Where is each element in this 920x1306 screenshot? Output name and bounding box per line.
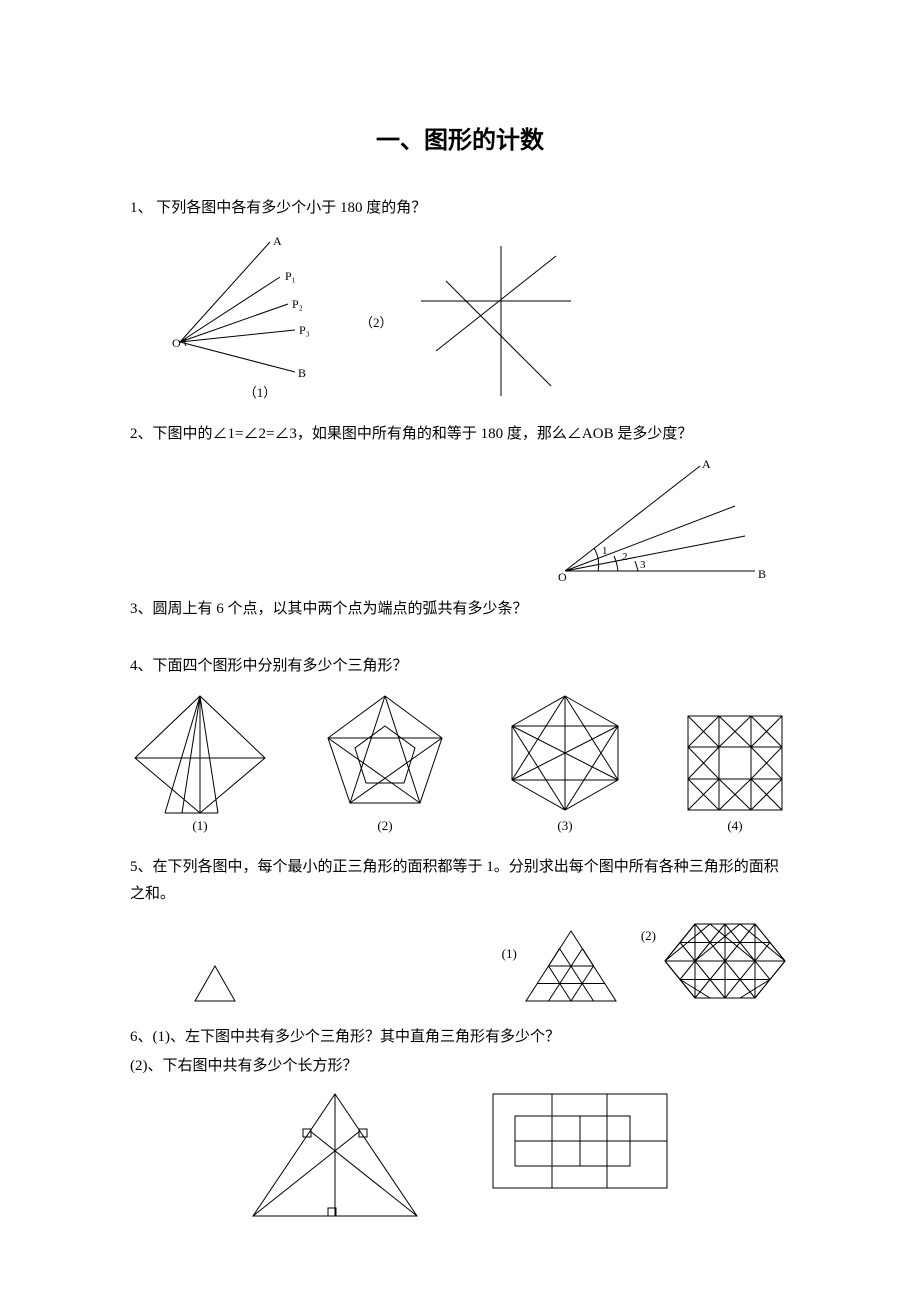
q4-fig2: (2) xyxy=(320,688,450,834)
q1-fig1: O A P₁ P₂ P₃ B （1） xyxy=(160,232,320,401)
q4-cap2: (2) xyxy=(320,818,450,834)
q4-fig1: (1) xyxy=(130,688,270,834)
q4-fig3: (3) xyxy=(500,688,630,834)
q1-figures: O A P₁ P₂ P₃ B （1） （2） xyxy=(160,232,790,401)
q5-cap2: (2) xyxy=(641,928,656,944)
q2-l2: 2 xyxy=(622,551,628,563)
q5-cap1: (1) xyxy=(502,946,517,962)
page-title: 一、图形的计数 xyxy=(130,120,790,155)
q2-O: O xyxy=(558,570,567,584)
q6-figures xyxy=(130,1086,790,1226)
q4-cap3: (3) xyxy=(500,818,630,834)
q2-A: A xyxy=(702,457,711,471)
q2-l3: 3 xyxy=(640,559,646,571)
q6-line2: (2)、下右图中共有多少个长方形？ xyxy=(130,1053,790,1080)
q2-figure: O A B 1 2 3 xyxy=(130,456,770,586)
q1-P3: P₃ xyxy=(299,323,310,337)
q1-text: 1、 下列各图中各有多少个小于 180 度的角？ xyxy=(130,195,790,222)
q5-fig2: (2) xyxy=(641,916,790,1006)
q1-fig2: （2） xyxy=(360,241,581,401)
q1-O: O xyxy=(172,336,181,350)
q1-cap1: （1） xyxy=(200,382,320,401)
q1-cap2: （2） xyxy=(360,312,393,331)
q5-unit xyxy=(190,961,280,1006)
q4-figures: (1) (2) xyxy=(130,688,790,834)
q1-P1: P₁ xyxy=(285,269,296,283)
q4-text: 4、下面四个图形中分别有多少个三角形？ xyxy=(130,653,790,680)
q5-text: 5、在下列各图中，每个最小的正三角形的面积都等于 1。分别求出每个图中所有各种三… xyxy=(130,854,790,908)
q4-cap1: (1) xyxy=(130,818,270,834)
q3-text: 3、圆周上有 6 个点，以其中两个点为端点的弧共有多少条？ xyxy=(130,596,790,623)
q1-B: B xyxy=(298,366,306,380)
q2-B: B xyxy=(758,567,766,581)
q5-fig1: (1) xyxy=(502,926,621,1006)
q6-fig1 xyxy=(245,1086,425,1226)
q2-l1: 1 xyxy=(602,545,608,557)
q4-fig4: (4) xyxy=(680,708,790,834)
q5-figures: (1) (2) xyxy=(130,916,790,1006)
q6-fig2 xyxy=(485,1086,675,1226)
q1-P2: P₂ xyxy=(292,297,303,311)
q6-line1: 6、(1)、左下图中共有多少个三角形？其中直角三角形有多少个？ xyxy=(130,1024,790,1051)
q2-text: 2、下图中的∠1=∠2=∠3，如果图中所有角的和等于 180 度，那么∠AOB … xyxy=(130,421,790,448)
q4-cap4: (4) xyxy=(680,818,790,834)
q1-A: A xyxy=(273,234,282,248)
